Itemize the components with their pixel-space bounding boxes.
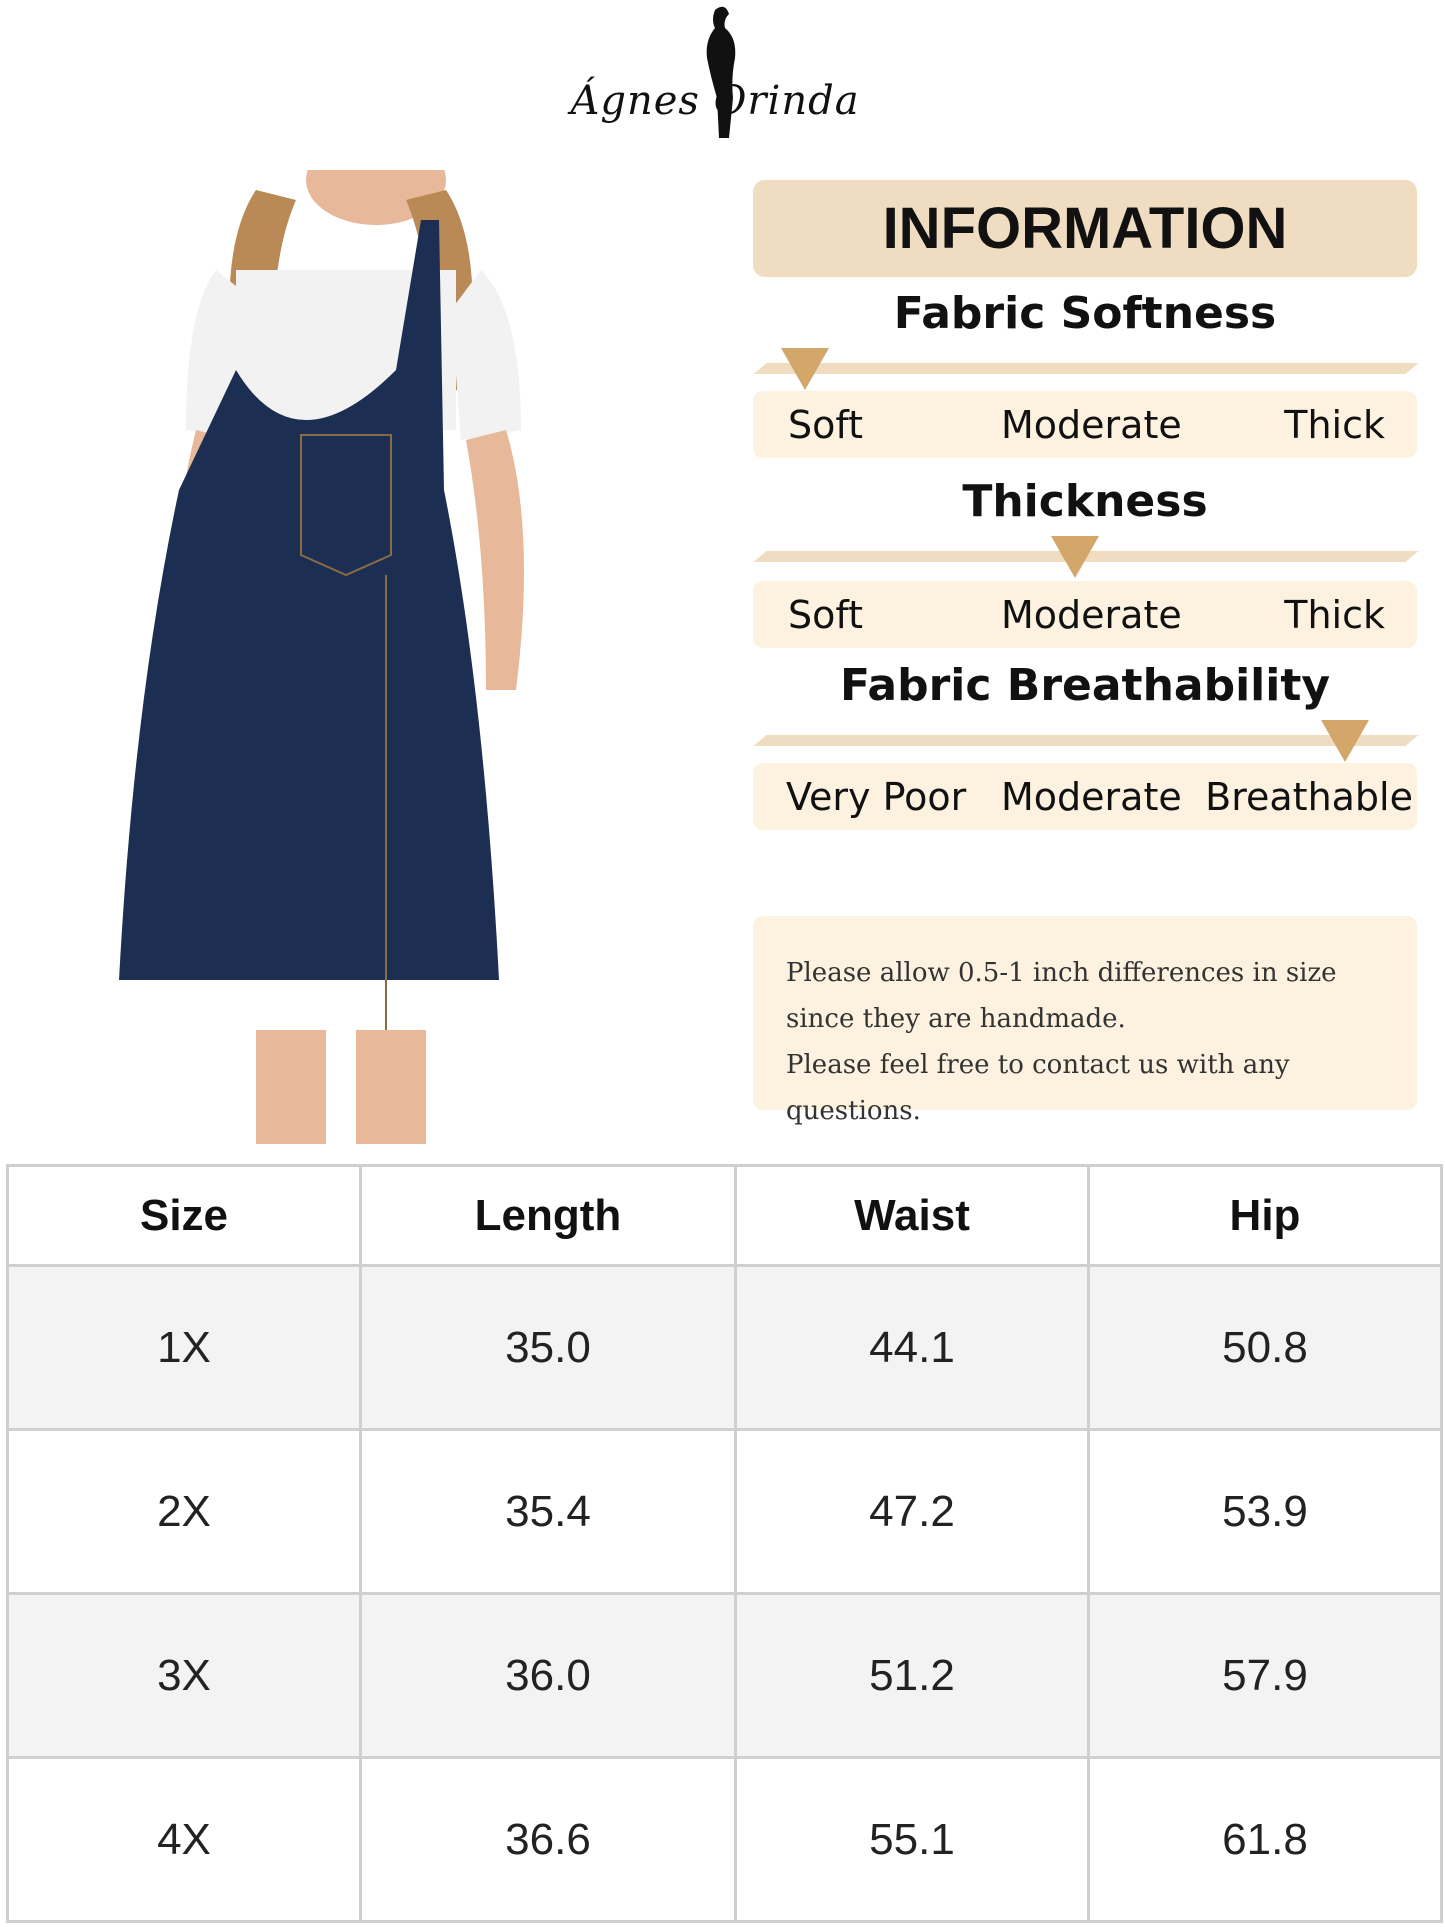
information-header: INFORMATION — [753, 180, 1417, 277]
scale-label: Soft — [788, 593, 863, 637]
table-cell: 36.0 — [359, 1592, 737, 1759]
table-cell: 1X — [6, 1264, 362, 1431]
table-cell: 35.4 — [359, 1428, 737, 1595]
table-cell: 44.1 — [734, 1264, 1090, 1431]
table-cell: 50.8 — [1087, 1264, 1443, 1431]
logo-silhouette-icon — [706, 6, 736, 138]
softness-scale-bar — [753, 363, 1419, 374]
header-size: Size — [6, 1164, 362, 1267]
scale-label: Thick — [1284, 403, 1385, 447]
scale-label: Moderate — [1001, 775, 1182, 819]
breathability-scale-bar — [753, 735, 1419, 746]
table-row: 2X 35.4 47.2 53.9 — [6, 1428, 1443, 1595]
thickness-marker-icon — [1051, 536, 1099, 578]
scale-label: Thick — [1284, 593, 1385, 637]
table-cell: 35.0 — [359, 1264, 737, 1431]
table-row: 3X 36.0 51.2 57.9 — [6, 1592, 1443, 1759]
table-cell: 55.1 — [734, 1756, 1090, 1923]
table-header-row: Size Length Waist Hip — [6, 1164, 1443, 1267]
metric-title-softness: Fabric Softness — [893, 288, 1277, 339]
softness-scale-labels: Soft Moderate Thick — [753, 391, 1417, 458]
scale-label: Very Poor — [786, 775, 967, 819]
note-line: Please feel free to contact us with any … — [786, 1050, 1290, 1126]
logo-text: Ágnes Orinda — [570, 78, 860, 124]
metric-title-breathability: Fabric Breathability — [839, 660, 1331, 711]
table-cell: 57.9 — [1087, 1592, 1443, 1759]
note-line: Please allow 0.5-1 inch differences in s… — [786, 958, 1337, 988]
header-hip: Hip — [1087, 1164, 1443, 1267]
table-cell: 2X — [6, 1428, 362, 1595]
size-chart-table: Size Length Waist Hip 1X 35.0 44.1 50.8 2X 35… — [6, 1164, 1443, 1923]
scale-label: Soft — [788, 403, 863, 447]
table-row: 1X 35.0 44.1 50.8 — [6, 1264, 1443, 1431]
scale-label: Moderate — [1001, 593, 1182, 637]
scale-label: Breathable — [1205, 775, 1413, 819]
brand-logo: Ágnes Orinda — [540, 0, 890, 150]
table-cell: 53.9 — [1087, 1428, 1443, 1595]
table-row: 4X 36.6 55.1 61.8 — [6, 1756, 1443, 1923]
table-cell: 3X — [6, 1592, 362, 1759]
metric-title-thickness: Thickness — [962, 476, 1208, 527]
breathability-scale-labels: Very Poor Moderate Breathable — [753, 763, 1417, 830]
size-note: Please allow 0.5-1 inch differences in s… — [753, 916, 1417, 1126]
softness-marker-icon — [781, 348, 829, 390]
table-cell: 61.8 — [1087, 1756, 1443, 1923]
product-photo — [86, 135, 609, 1144]
scale-label: Moderate — [1001, 403, 1182, 447]
table-cell: 4X — [6, 1756, 362, 1923]
thickness-scale-labels: Soft Moderate Thick — [753, 581, 1417, 648]
header-length: Length — [359, 1164, 737, 1267]
table-cell: 36.6 — [359, 1756, 737, 1923]
breathability-marker-icon — [1321, 720, 1369, 762]
header-waist: Waist — [734, 1164, 1090, 1267]
table-cell: 47.2 — [734, 1428, 1090, 1595]
table-cell: 51.2 — [734, 1592, 1090, 1759]
note-line: since they are handmade. — [786, 1004, 1126, 1034]
